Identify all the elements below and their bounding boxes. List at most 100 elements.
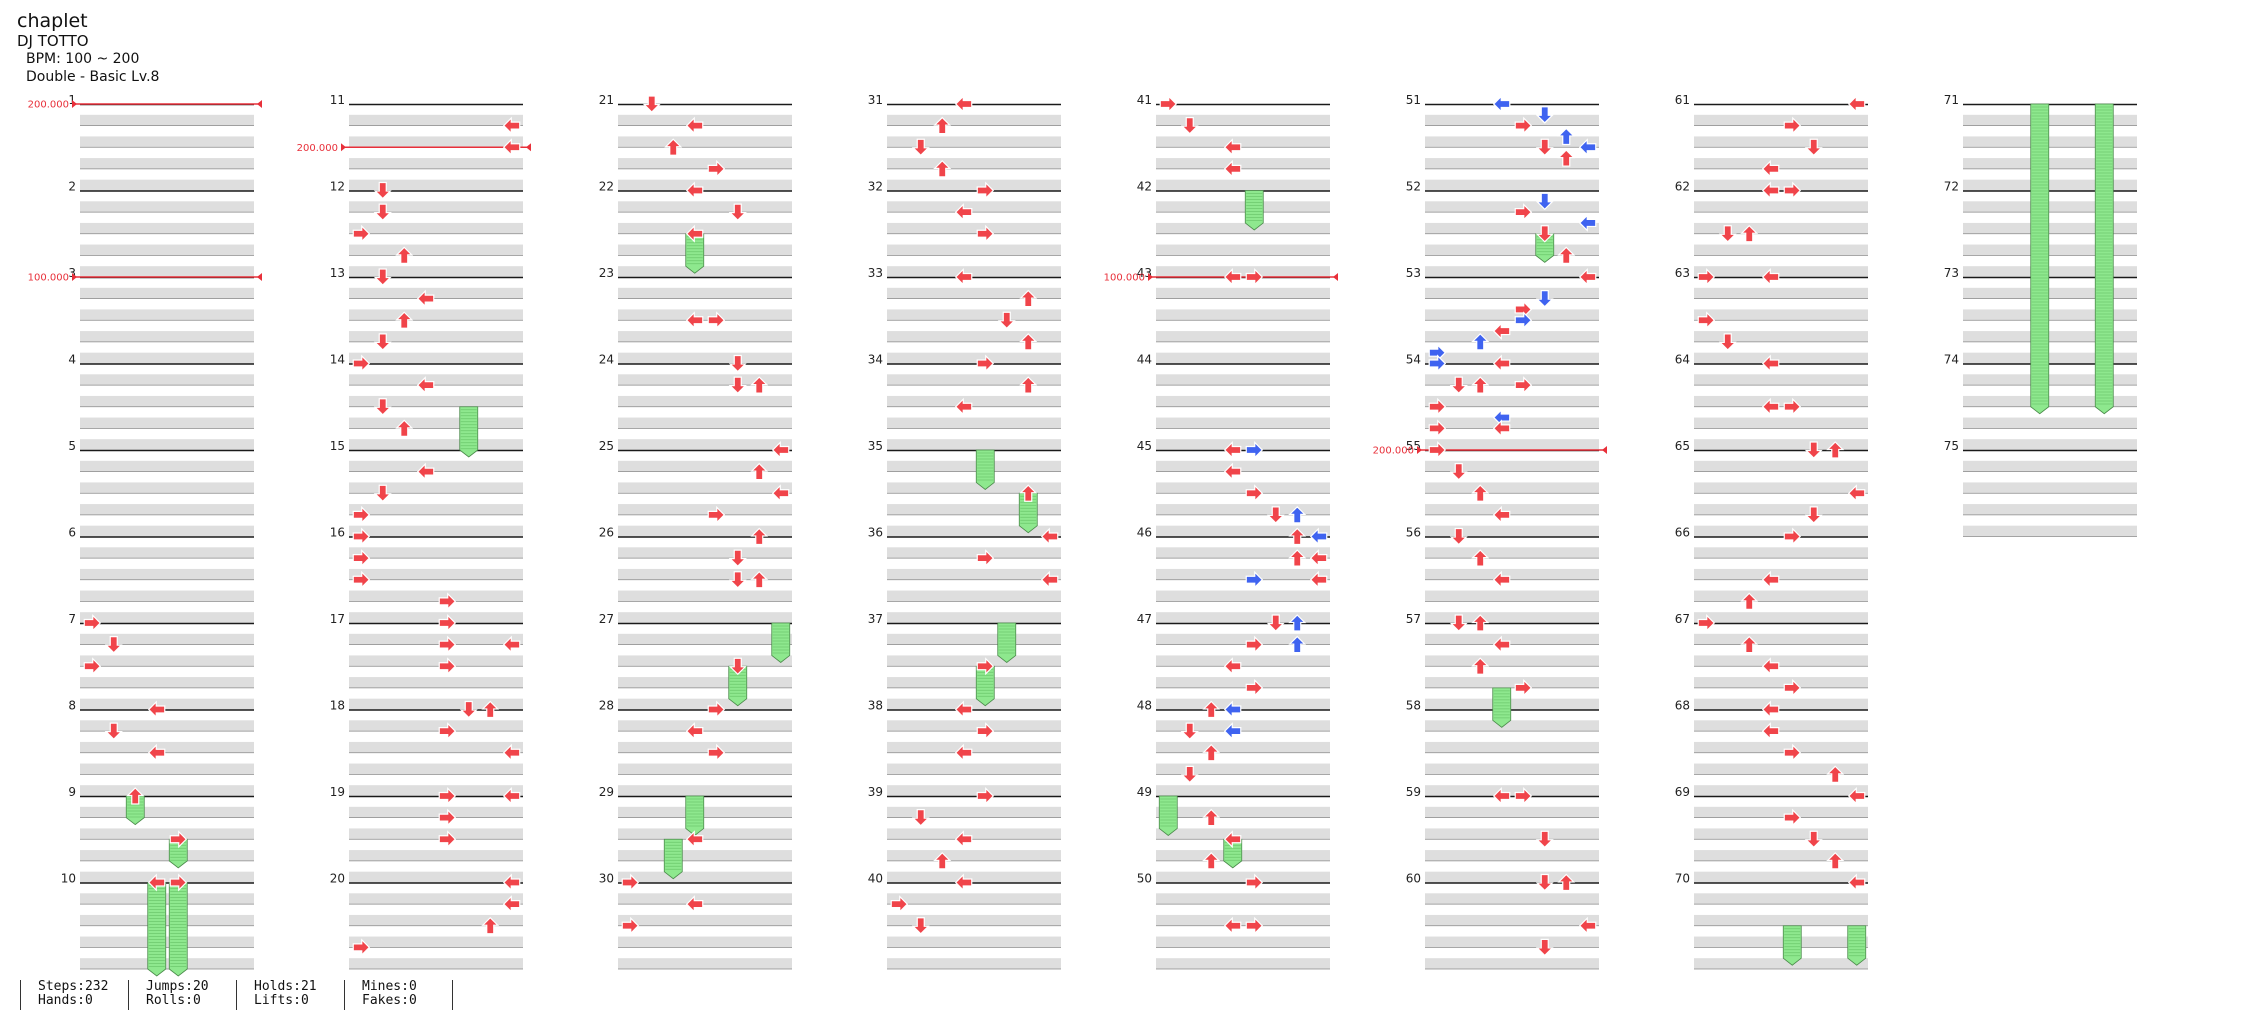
arrow-note xyxy=(1471,614,1490,632)
measure-band xyxy=(618,828,792,840)
measure-band xyxy=(1694,309,1868,321)
arrow-note xyxy=(373,333,392,351)
measure-band xyxy=(80,201,254,213)
arrow-note xyxy=(1783,743,1802,762)
measure-number: 7 xyxy=(68,612,76,626)
measure-band xyxy=(1694,590,1868,602)
arrow-note xyxy=(750,527,769,546)
stat-divider xyxy=(452,980,453,1010)
arrow-note xyxy=(1245,570,1264,589)
measure-band xyxy=(1425,785,1599,796)
arrow-note xyxy=(438,614,457,632)
arrow-note xyxy=(1471,549,1490,567)
hold-note xyxy=(1782,925,1802,966)
arrow-note xyxy=(728,354,747,373)
measure-band xyxy=(1694,936,1868,948)
arrow-note xyxy=(911,809,930,827)
measure-band xyxy=(349,677,523,688)
arrow-note xyxy=(438,722,457,741)
measure-band xyxy=(1425,828,1599,840)
measure-band xyxy=(349,309,523,321)
hold-notes xyxy=(125,103,2114,977)
arrow-note xyxy=(771,484,790,503)
measure-band xyxy=(1425,590,1599,602)
bpm-markers: 200.000 100.000 200.000 100.000 200.000 xyxy=(28,100,1607,457)
arrow-note xyxy=(1288,527,1307,546)
measure: 50 xyxy=(1137,872,1330,969)
measure-band xyxy=(887,460,1061,472)
measure-band xyxy=(887,958,1061,969)
arrow-note xyxy=(502,895,521,914)
measure-band xyxy=(1963,158,2137,169)
measure-band xyxy=(1156,201,1330,213)
measure-band xyxy=(349,741,523,753)
measure-band xyxy=(80,914,254,926)
arrow-note xyxy=(1266,614,1285,632)
measure-number: 41 xyxy=(1137,93,1152,107)
measure-band xyxy=(1425,547,1599,559)
measure-band xyxy=(80,417,254,429)
arrow-note xyxy=(728,571,747,589)
measure-band xyxy=(618,850,792,861)
measure-band xyxy=(1156,395,1330,407)
measure-band xyxy=(618,266,792,277)
arrow-note xyxy=(664,138,683,156)
measure-band xyxy=(887,763,1061,775)
arrow-note xyxy=(976,549,995,568)
arrow-note xyxy=(642,95,661,113)
arrow-note xyxy=(1428,397,1447,416)
measure-band xyxy=(1156,352,1330,364)
measure-band xyxy=(887,352,1061,364)
measure-band xyxy=(1425,914,1599,926)
measure-band xyxy=(80,525,254,537)
arrow-note xyxy=(1535,938,1554,957)
hold-body xyxy=(1158,795,1178,836)
measure-band xyxy=(349,525,523,537)
measure-band xyxy=(80,244,254,256)
measure-number: 74 xyxy=(1944,353,1959,367)
measure: 4 xyxy=(68,353,254,450)
measure-band xyxy=(349,352,523,364)
measure-band xyxy=(618,655,792,667)
arrow-note xyxy=(1761,657,1780,676)
measure-number: 4 xyxy=(68,353,76,367)
arrow-note xyxy=(976,722,995,741)
measure-band xyxy=(1156,504,1330,515)
hold-body xyxy=(771,622,791,663)
measure-band xyxy=(80,482,254,494)
measure-number: 15 xyxy=(330,439,345,453)
measure-band xyxy=(349,547,523,559)
arrow-note xyxy=(502,743,521,762)
measure: 18 xyxy=(330,699,523,796)
arrow-note xyxy=(1288,635,1307,654)
measure-band xyxy=(1694,201,1868,213)
arrow-note xyxy=(1492,505,1511,524)
measure-band xyxy=(1694,244,1868,256)
arrow-note xyxy=(1159,95,1178,113)
bpm-label: 100.000 xyxy=(1104,273,1145,284)
measure-band xyxy=(887,785,1061,796)
measure-band xyxy=(80,828,254,840)
measure-number: 56 xyxy=(1406,526,1421,540)
measure-band xyxy=(1425,222,1599,234)
measure-band xyxy=(80,720,254,732)
measure-band xyxy=(618,720,792,732)
measure-band xyxy=(349,763,523,775)
arrow-note xyxy=(1019,484,1038,502)
measure-band xyxy=(1425,763,1599,775)
measure-band xyxy=(887,850,1061,861)
arrow-note xyxy=(147,743,166,762)
arrow-note xyxy=(1557,149,1576,167)
measure-number: 24 xyxy=(599,353,614,367)
measure-number: 62 xyxy=(1675,180,1690,194)
arrow-note xyxy=(1202,743,1221,762)
measure-band xyxy=(80,568,254,580)
bpm-marker-head xyxy=(72,100,77,108)
hold-body xyxy=(975,449,995,490)
measure-band xyxy=(80,504,254,515)
measure-band xyxy=(349,395,523,407)
arrow-note xyxy=(1202,808,1221,827)
arrow-note xyxy=(1223,138,1242,157)
measure-band xyxy=(1156,439,1330,450)
arrow-note xyxy=(1847,484,1866,503)
